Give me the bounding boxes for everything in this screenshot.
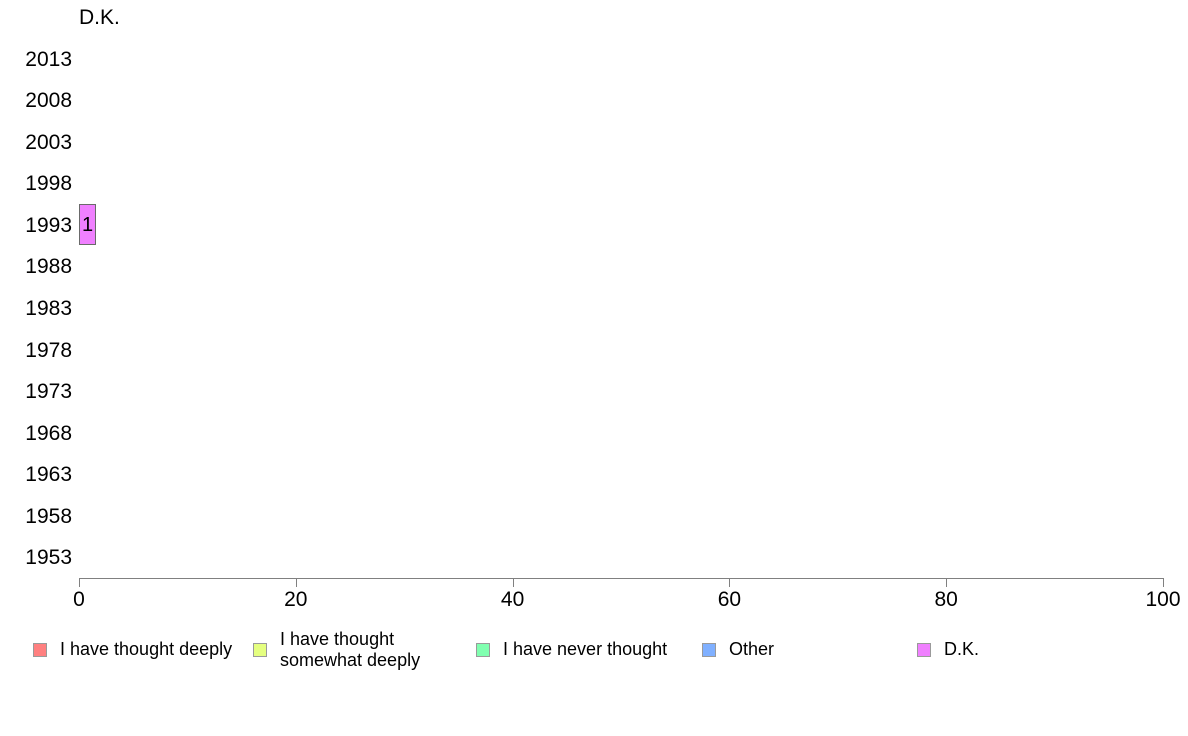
y-axis-tick-label: 1998	[25, 172, 72, 196]
legend-item[interactable]: Other	[702, 628, 774, 660]
y-axis-tick-label: 1958	[25, 504, 72, 528]
legend-swatch-icon	[476, 643, 490, 657]
x-axis-tick-label: 60	[717, 588, 742, 611]
y-axis-category-labels: 2013 2008 2003 1998 1993 1988 1983 1978 1973 1968…	[0, 38, 72, 578]
y-axis-tick-label: 1968	[25, 421, 72, 445]
x-axis-tick-label: 80	[934, 588, 958, 611]
y-axis-tick-label: 1953	[25, 546, 72, 570]
chart-legend: I have thought deeply I have thought some…	[0, 628, 1188, 688]
x-axis-line	[79, 578, 1164, 579]
x-axis-tick-label: 0	[73, 588, 85, 611]
legend-label: I have thought deeply	[60, 639, 233, 659]
chart-title: D.K.	[79, 6, 120, 29]
x-axis-tick-label: 20	[284, 588, 308, 611]
y-axis-tick-label: 1993	[25, 213, 72, 237]
legend-label: I have thought somewhat deeply	[280, 629, 421, 670]
legend-item[interactable]: I have thought deeply	[33, 628, 232, 660]
x-axis-tick	[946, 578, 948, 587]
y-axis-tick-label: 1963	[25, 463, 72, 487]
legend-swatch-icon	[702, 643, 716, 657]
plot-area: 1	[79, 38, 1163, 578]
y-axis-tick-label: 2013	[25, 47, 72, 71]
legend-swatch-icon	[253, 643, 267, 657]
y-axis-tick-label: 1983	[25, 297, 72, 320]
y-axis-tick-label: 2003	[25, 130, 72, 154]
y-axis-tick-label: 1973	[25, 380, 72, 404]
legend-label: Other	[729, 639, 775, 659]
legend-item[interactable]: I have thought somewhat deeply	[253, 628, 420, 671]
y-axis-tick-label: 1988	[25, 255, 72, 279]
y-axis-tick-label: 1978	[25, 338, 72, 362]
legend-label: D.K.	[944, 639, 980, 659]
legend-item[interactable]: D.K.	[917, 628, 979, 660]
legend-swatch-icon	[917, 643, 931, 657]
x-axis-tick	[729, 578, 731, 587]
x-axis-tick-label: 40	[500, 588, 525, 611]
y-axis-tick-label: 2008	[25, 89, 72, 113]
bar-segment[interactable]: 1	[79, 204, 96, 246]
legend-swatch-icon	[33, 643, 47, 657]
bar-row: 1	[79, 204, 1163, 246]
x-axis-tick	[1163, 578, 1164, 587]
x-axis-tick	[295, 578, 297, 587]
legend-item[interactable]: I have never thought	[476, 628, 667, 660]
x-axis-tick-label: 100	[1145, 588, 1181, 611]
x-axis-tick	[512, 578, 514, 587]
x-axis-tick	[79, 578, 80, 587]
legend-label: I have never thought	[503, 639, 668, 659]
